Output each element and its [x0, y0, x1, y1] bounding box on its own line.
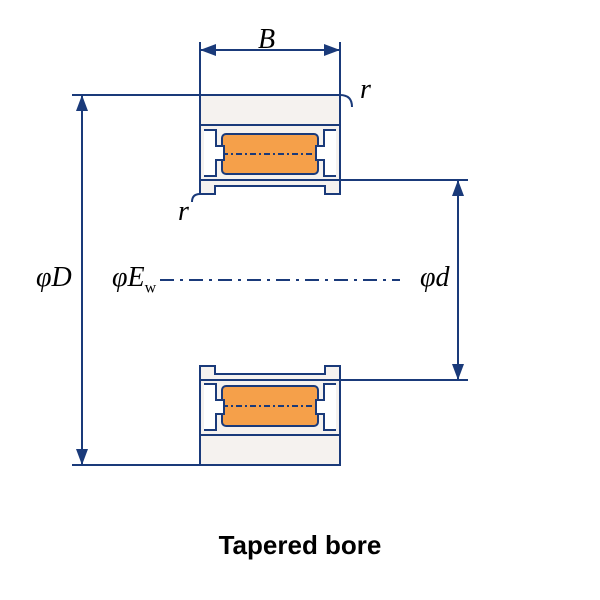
label-B: B [258, 24, 275, 56]
label-r-top: r [360, 74, 371, 106]
caption-tapered-bore: Tapered bore [0, 530, 600, 561]
label-phiD: φD [36, 262, 72, 294]
diagram-canvas: B r r φD φEw φd Tapered bore [0, 0, 600, 600]
label-phid: φd [420, 262, 450, 294]
bearing-drawing [0, 0, 600, 600]
label-phiEw-main: φE [112, 262, 145, 293]
label-phiEw: φEw [112, 262, 156, 298]
label-phiEw-sub: w [145, 280, 157, 297]
label-r-mid: r [178, 196, 189, 228]
